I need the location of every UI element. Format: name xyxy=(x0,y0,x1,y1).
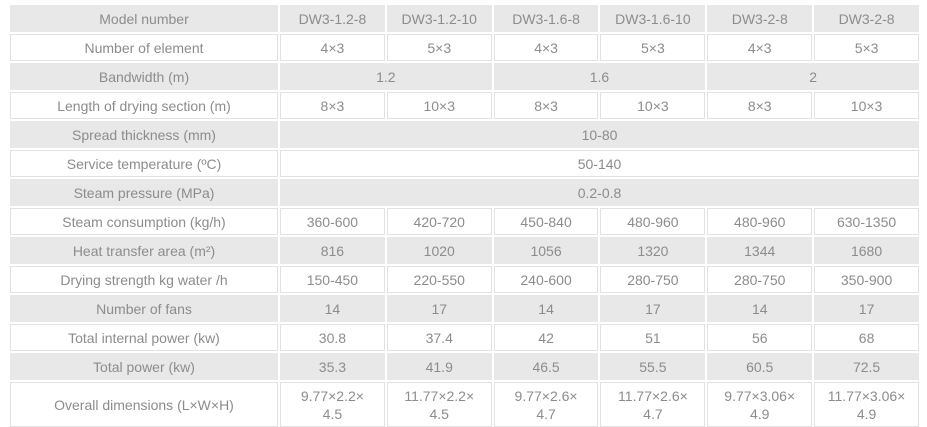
specifications-table: Model number DW3-1.2-8 DW3-1.2-10 DW3-1.… xyxy=(8,3,921,427)
spec-cell: 8×3 xyxy=(493,92,599,119)
spec-cell: 11.77×2.6× 4.7 xyxy=(600,382,706,427)
spec-cell: 37.4 xyxy=(386,324,492,351)
spec-cell: 11.77×3.06× 4.9 xyxy=(814,382,919,427)
spec-cell: DW3-2-8 xyxy=(707,5,813,32)
row-overall-dimensions: Overall dimensions (L×W×H) 9.77×2.2× 4.5… xyxy=(10,382,919,427)
spec-cell: 1020 xyxy=(386,237,492,264)
spec-cell: 4×3 xyxy=(707,34,813,61)
spec-cell: 816 xyxy=(280,237,385,264)
spec-cell: 41.9 xyxy=(386,353,492,380)
row-label-heat-transfer-area: Heat transfer area (m²) xyxy=(10,237,278,264)
row-label-steam-pressure: Steam pressure (MPa) xyxy=(10,179,278,206)
spec-cell: DW3-1.6-10 xyxy=(600,5,706,32)
spec-cell: 240-600 xyxy=(493,266,599,293)
spec-cell: 56 xyxy=(707,324,813,351)
spec-cell: 8×3 xyxy=(707,92,813,119)
spec-cell: DW3-1.2-8 xyxy=(280,5,385,32)
spec-cell: 10×3 xyxy=(814,92,919,119)
row-label-drying-strength: Drying strength kg water /h xyxy=(10,266,278,293)
spec-cell: DW3-2-8 xyxy=(814,5,919,32)
spec-cell: 51 xyxy=(600,324,706,351)
spec-cell: 10-80 xyxy=(280,121,919,148)
spec-cell: 1320 xyxy=(600,237,706,264)
spec-cell: 0.2-0.8 xyxy=(280,179,919,206)
spec-cell: 9.77×2.6× 4.7 xyxy=(493,382,599,427)
row-bandwidth: Bandwidth (m) 1.2 1.6 2 xyxy=(10,63,919,90)
row-label-number-of-element: Number of element xyxy=(10,34,278,61)
row-drying-strength: Drying strength kg water /h 150-450 220-… xyxy=(10,266,919,293)
row-steam-pressure: Steam pressure (MPa) 0.2-0.8 xyxy=(10,179,919,206)
spec-cell: 14 xyxy=(280,295,385,322)
spec-cell: 150-450 xyxy=(280,266,385,293)
spec-cell: 11.77×2.2× 4.5 xyxy=(386,382,492,427)
spec-cell: 5×3 xyxy=(600,34,706,61)
spec-cell: 480-960 xyxy=(600,208,706,235)
spec-cell: 450-840 xyxy=(493,208,599,235)
spec-cell: 14 xyxy=(707,295,813,322)
row-label-service-temperature: Service temperature (ºC) xyxy=(10,150,278,177)
spec-cell: 9.77×2.2× 4.5 xyxy=(280,382,385,427)
row-label-model-number: Model number xyxy=(10,5,278,32)
row-label-overall-dimensions: Overall dimensions (L×W×H) xyxy=(10,382,278,427)
spec-cell: 17 xyxy=(814,295,919,322)
row-length-of-drying-section: Length of drying section (m) 8×3 10×3 8×… xyxy=(10,92,919,119)
spec-cell: 420-720 xyxy=(386,208,492,235)
row-total-internal-power: Total internal power (kw) 30.8 37.4 42 5… xyxy=(10,324,919,351)
spec-cell: 72.5 xyxy=(814,353,919,380)
spec-cell: 280-750 xyxy=(600,266,706,293)
row-number-of-element: Number of element 4×3 5×3 4×3 5×3 4×3 5×… xyxy=(10,34,919,61)
row-steam-consumption: Steam consumption (kg/h) 360-600 420-720… xyxy=(10,208,919,235)
spec-cell: 42 xyxy=(493,324,599,351)
spec-cell: 1344 xyxy=(707,237,813,264)
spec-cell: DW3-1.2-10 xyxy=(386,5,492,32)
row-service-temperature: Service temperature (ºC) 50-140 xyxy=(10,150,919,177)
spec-cell: 30.8 xyxy=(280,324,385,351)
spec-cell: 10×3 xyxy=(386,92,492,119)
row-spread-thickness: Spread thickness (mm) 10-80 xyxy=(10,121,919,148)
spec-cell: 60.5 xyxy=(707,353,813,380)
spec-cell: 630-1350 xyxy=(814,208,919,235)
spec-cell: 35.3 xyxy=(280,353,385,380)
row-model-number: Model number DW3-1.2-8 DW3-1.2-10 DW3-1.… xyxy=(10,5,919,32)
row-label-steam-consumption: Steam consumption (kg/h) xyxy=(10,208,278,235)
spec-cell: 1680 xyxy=(814,237,919,264)
row-number-of-fans: Number of fans 14 17 14 17 14 17 xyxy=(10,295,919,322)
spec-cell: 1.6 xyxy=(493,63,706,90)
row-label-total-power: Total power (kw) xyxy=(10,353,278,380)
spec-cell: 55.5 xyxy=(600,353,706,380)
spec-cell: 46.5 xyxy=(493,353,599,380)
spec-cell: 2 xyxy=(707,63,919,90)
spec-cell: 280-750 xyxy=(707,266,813,293)
spec-cell: 4×3 xyxy=(493,34,599,61)
spec-cell: 9.77×3.06× 4.9 xyxy=(707,382,813,427)
spec-cell: 8×3 xyxy=(280,92,385,119)
spec-cell: 17 xyxy=(600,295,706,322)
spec-cell: 68 xyxy=(814,324,919,351)
spec-cell: 1056 xyxy=(493,237,599,264)
spec-cell: 480-960 xyxy=(707,208,813,235)
row-heat-transfer-area: Heat transfer area (m²) 816 1020 1056 13… xyxy=(10,237,919,264)
spec-cell: 350-900 xyxy=(814,266,919,293)
row-label-total-internal-power: Total internal power (kw) xyxy=(10,324,278,351)
spec-cell: 17 xyxy=(386,295,492,322)
row-label-bandwidth: Bandwidth (m) xyxy=(10,63,278,90)
row-label-number-of-fans: Number of fans xyxy=(10,295,278,322)
row-label-spread-thickness: Spread thickness (mm) xyxy=(10,121,278,148)
spec-cell: 5×3 xyxy=(814,34,919,61)
row-label-length-of-drying-section: Length of drying section (m) xyxy=(10,92,278,119)
spec-cell: 5×3 xyxy=(386,34,492,61)
spec-cell: 1.2 xyxy=(280,63,492,90)
spec-cell: 4×3 xyxy=(280,34,385,61)
spec-cell: 14 xyxy=(493,295,599,322)
spec-cell: DW3-1.6-8 xyxy=(493,5,599,32)
spec-cell: 50-140 xyxy=(280,150,919,177)
spec-cell: 360-600 xyxy=(280,208,385,235)
spec-cell: 10×3 xyxy=(600,92,706,119)
spec-cell: 220-550 xyxy=(386,266,492,293)
row-total-power: Total power (kw) 35.3 41.9 46.5 55.5 60.… xyxy=(10,353,919,380)
